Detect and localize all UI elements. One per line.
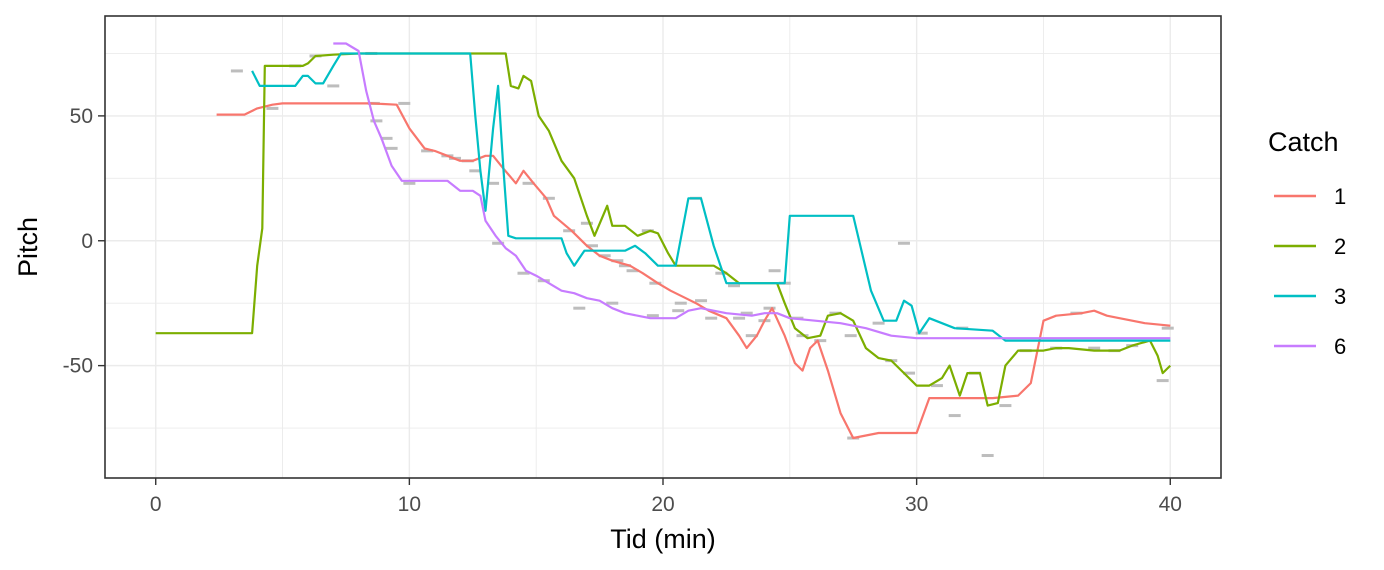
y-tick-label: -50 [63, 355, 93, 378]
y-axis-title: Pitch [13, 217, 43, 277]
x-tick-label: 30 [905, 493, 928, 516]
legend-label-6: 6 [1334, 334, 1346, 359]
series-line-6 [333, 42, 1171, 340]
x-tick-label: 40 [1159, 493, 1182, 516]
y-tick-label: 0 [81, 230, 93, 253]
x-tick-label: 10 [398, 493, 421, 516]
legend-label-2: 2 [1334, 234, 1346, 259]
legend: Catch 1 2 3 6 [1268, 127, 1346, 359]
x-tick-label: 0 [150, 493, 162, 516]
legend-label-1: 1 [1334, 184, 1346, 209]
series-line-1 [216, 102, 1171, 440]
series-lines [155, 42, 1172, 440]
plot-panel [104, 15, 1222, 479]
legend-title: Catch [1268, 127, 1339, 157]
series-line-3 [251, 52, 1171, 342]
grid-major [105, 16, 1221, 478]
y-tick-label: 50 [70, 105, 93, 128]
legend-label-3: 3 [1334, 284, 1346, 309]
x-tick-label: 20 [651, 493, 674, 516]
y-axis: -50 0 50 [63, 105, 105, 378]
x-axis: 0 10 20 30 40 [150, 478, 1182, 516]
x-axis-title: Tid (min) [610, 524, 716, 554]
legend-items: 1 2 3 6 [1274, 184, 1346, 359]
